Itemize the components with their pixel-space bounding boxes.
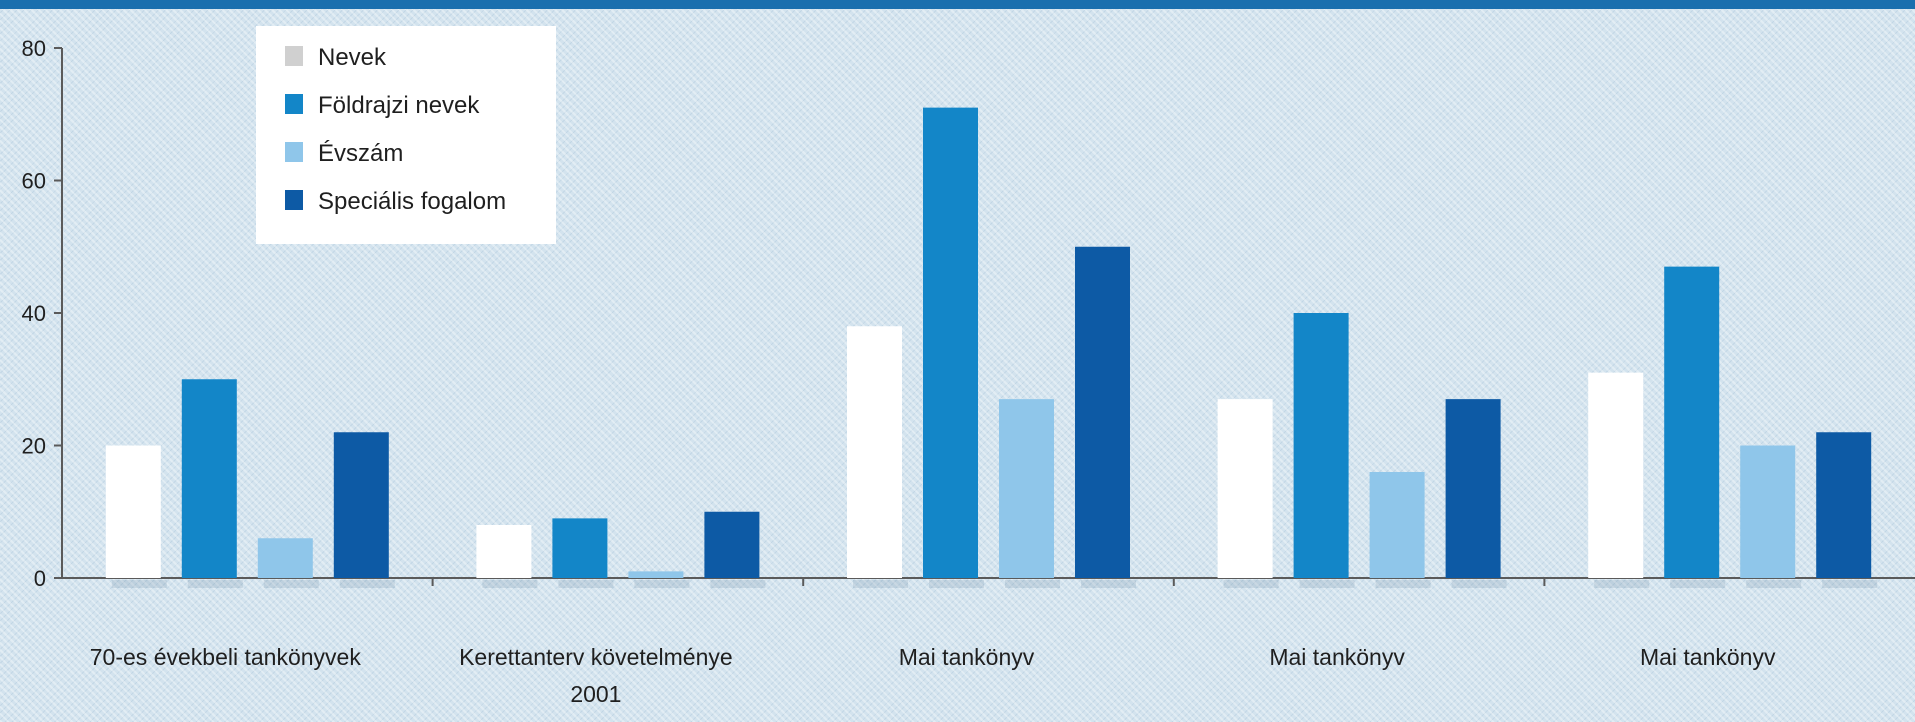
top-band [0, 0, 1915, 9]
x-category-label: Mai tankönyv [1269, 644, 1405, 670]
bar-shadow [558, 580, 614, 588]
x-category-label: 70-es évekbeli tankönyvek [90, 644, 362, 670]
bar-shadow [634, 580, 690, 588]
bar-shadow [187, 580, 243, 588]
bar-shadow [929, 580, 984, 588]
bar [1217, 399, 1273, 578]
legend-swatch [285, 46, 303, 66]
bar [1588, 372, 1644, 578]
bar [1075, 246, 1130, 578]
legend-label: Földrajzi nevek [318, 92, 480, 119]
bar-shadow [1299, 580, 1355, 588]
bar-shadow [1081, 580, 1136, 588]
bar-shadow [482, 580, 538, 588]
bar [476, 525, 532, 578]
legend-box [256, 26, 556, 244]
bar-shadow [853, 580, 908, 588]
bar-shadow [1375, 580, 1431, 588]
y-tick-label: 40 [22, 301, 46, 326]
bar [1369, 472, 1425, 578]
bar [704, 511, 760, 578]
bar [999, 399, 1054, 578]
bar [257, 538, 313, 578]
legend-swatch [285, 94, 303, 114]
bar-shadow [1594, 580, 1650, 588]
bar-shadow [710, 580, 766, 588]
bar [552, 518, 608, 578]
bar [1445, 399, 1501, 578]
bar-shadow [1005, 580, 1060, 588]
bar [105, 445, 161, 578]
bar [847, 326, 902, 578]
y-tick-label: 20 [22, 434, 46, 459]
bar [923, 107, 978, 578]
bar-shadow [263, 580, 319, 588]
bar [1740, 445, 1796, 578]
x-category-label: Kerettanterv követelménye [459, 644, 733, 670]
bar-shadow [1451, 580, 1507, 588]
bar-shadow [1822, 580, 1878, 588]
x-category-label: 2001 [570, 681, 621, 707]
bar-shadow [1223, 580, 1279, 588]
legend-label: Nevek [318, 44, 387, 71]
bar [333, 432, 389, 578]
bar [1293, 313, 1349, 578]
bar-shadow [1746, 580, 1802, 588]
bar-shadow [111, 580, 167, 588]
legend-label: Speciális fogalom [318, 188, 506, 215]
bar [628, 571, 684, 578]
legend-swatch [285, 190, 303, 210]
bar [1816, 432, 1872, 578]
bar [181, 379, 237, 578]
x-category-label: Mai tankönyv [1640, 644, 1776, 670]
legend-swatch [285, 142, 303, 162]
y-tick-label: 0 [34, 566, 46, 591]
legend-label: Évszám [318, 140, 403, 167]
x-category-label: Mai tankönyv [899, 644, 1035, 670]
y-tick-label: 80 [22, 36, 46, 61]
bar [1664, 266, 1720, 578]
bar-shadow [1670, 580, 1726, 588]
bar-shadow [339, 580, 395, 588]
y-tick-label: 60 [22, 169, 46, 194]
